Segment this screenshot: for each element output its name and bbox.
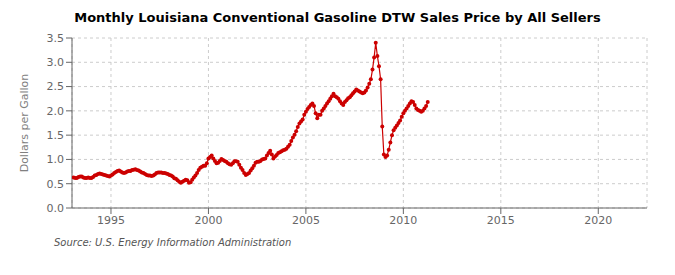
svg-text:2010: 2010 xyxy=(389,214,417,227)
svg-text:2015: 2015 xyxy=(487,214,515,227)
svg-text:2.5: 2.5 xyxy=(47,80,65,93)
svg-text:2000: 2000 xyxy=(194,214,222,227)
svg-text:0.5: 0.5 xyxy=(47,178,65,191)
svg-text:3.5: 3.5 xyxy=(47,32,65,45)
svg-text:2.0: 2.0 xyxy=(47,105,65,118)
svg-text:1.5: 1.5 xyxy=(47,129,65,142)
svg-text:3.0: 3.0 xyxy=(47,56,65,69)
svg-text:0.0: 0.0 xyxy=(47,202,65,215)
svg-text:2020: 2020 xyxy=(584,214,612,227)
svg-text:1995: 1995 xyxy=(97,214,125,227)
svg-text:Dollars per Gallon: Dollars per Gallon xyxy=(18,74,31,173)
html-text:Source: U.S. Energy Informatio: Source: U.S. Energy Information Administ… xyxy=(54,237,292,248)
svg-text:2005: 2005 xyxy=(292,214,320,227)
svg-text:1.0: 1.0 xyxy=(47,153,65,166)
html-text:Monthly Louisiana Conventional: Monthly Louisiana Conventional Gasoline … xyxy=(74,10,601,25)
